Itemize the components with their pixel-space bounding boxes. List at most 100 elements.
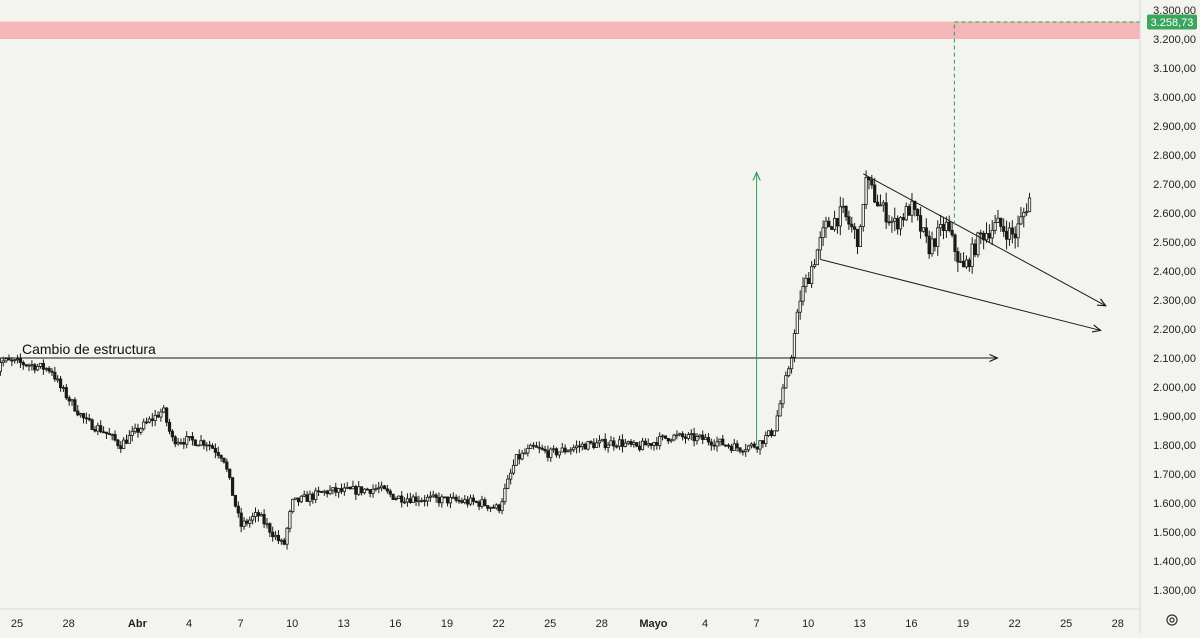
candle-body bbox=[675, 434, 679, 437]
candle-body bbox=[253, 512, 258, 517]
candle-body bbox=[53, 371, 57, 380]
candle-body bbox=[70, 399, 74, 402]
candle-body bbox=[96, 425, 100, 432]
candle-body bbox=[574, 445, 579, 449]
candle-body bbox=[692, 433, 696, 442]
price-tick-label: 1.500,00 bbox=[1153, 527, 1196, 539]
candle-body bbox=[795, 311, 799, 334]
candle-body bbox=[1007, 227, 1012, 240]
candle-body bbox=[930, 238, 934, 255]
candle-body bbox=[841, 205, 845, 208]
candle-body bbox=[870, 179, 874, 186]
time-axis[interactable]: 25 28 Abr 4 7 10 13 16 19 22 25 28 Mayo 4 7 10 13 16 19 22 2… bbox=[0, 0, 1178, 633]
candle-body bbox=[139, 428, 143, 433]
candle-body bbox=[279, 539, 283, 542]
candle-body bbox=[205, 444, 209, 447]
candle-body bbox=[741, 450, 745, 453]
candle-body bbox=[282, 539, 286, 545]
gear-icon[interactable] bbox=[1166, 614, 1178, 626]
candle-body bbox=[506, 478, 510, 489]
candle-body bbox=[99, 425, 103, 433]
candle-body bbox=[718, 438, 722, 443]
candle-body bbox=[159, 411, 163, 418]
price-tick-label: 3.100,00 bbox=[1153, 63, 1196, 75]
price-tick-label: 1.300,00 bbox=[1153, 585, 1196, 597]
candle-body bbox=[208, 444, 212, 447]
time-tick-label: 13 bbox=[338, 618, 350, 630]
candle-body bbox=[41, 362, 45, 370]
price-tick-label: 2.300,00 bbox=[1153, 295, 1196, 307]
candle-body bbox=[572, 447, 576, 451]
candle-body bbox=[921, 227, 926, 232]
candle-body bbox=[477, 501, 481, 507]
candle-body bbox=[781, 387, 785, 405]
candle-body bbox=[440, 496, 444, 504]
candle-body bbox=[133, 427, 137, 432]
candle-body bbox=[540, 447, 544, 450]
candle-body bbox=[503, 487, 507, 503]
candle-body bbox=[296, 497, 301, 503]
candle-body bbox=[827, 220, 831, 228]
candle-body bbox=[334, 487, 338, 493]
candle-body bbox=[815, 249, 819, 266]
candle-body bbox=[79, 413, 83, 416]
candle-body bbox=[0, 362, 2, 372]
candle-body bbox=[119, 445, 123, 450]
candle-body bbox=[116, 439, 120, 447]
price-axis[interactable]: 1.300,00 1.400,00 1.500,00 1.600,00 1.700,00… bbox=[1140, 0, 1200, 633]
candle-body bbox=[122, 439, 126, 450]
candle-body bbox=[784, 375, 788, 389]
candle-body bbox=[494, 504, 498, 509]
candle-body bbox=[1010, 227, 1014, 235]
candle-body bbox=[589, 441, 593, 444]
candle-body bbox=[520, 452, 524, 460]
candle-body bbox=[916, 209, 920, 216]
candle-body bbox=[993, 222, 997, 231]
drawings-layer[interactable]: Cambio de estructura bbox=[0, 21, 1140, 445]
candle-body bbox=[294, 497, 298, 500]
candle-body bbox=[93, 429, 97, 432]
candle-body bbox=[182, 442, 186, 445]
candle-body bbox=[408, 498, 412, 503]
candle-body bbox=[678, 433, 682, 436]
candle-body bbox=[672, 434, 676, 441]
candle-body bbox=[391, 493, 395, 500]
candle-body bbox=[835, 218, 840, 227]
candle-body bbox=[193, 439, 197, 446]
candle-body bbox=[291, 498, 295, 513]
candle-body bbox=[612, 440, 616, 447]
time-tick-label: 28 bbox=[62, 618, 74, 630]
candle-body bbox=[669, 439, 673, 442]
candle-body bbox=[580, 443, 584, 448]
candle-body bbox=[170, 430, 174, 438]
wedge-lower-line[interactable] bbox=[820, 258, 1100, 330]
candle-body bbox=[600, 438, 604, 442]
candle-body bbox=[276, 534, 281, 542]
candle-body bbox=[838, 206, 842, 227]
candle-body bbox=[147, 418, 152, 423]
candle-body bbox=[973, 243, 977, 256]
candle-body bbox=[268, 523, 272, 533]
candle-body bbox=[769, 430, 774, 436]
candle-body bbox=[434, 494, 438, 498]
candle-body bbox=[681, 433, 685, 438]
candle-body bbox=[225, 461, 229, 470]
candle-body bbox=[273, 534, 278, 538]
candle-body bbox=[787, 368, 791, 377]
candle-body bbox=[156, 414, 160, 418]
wedge-upper-line[interactable] bbox=[863, 173, 1106, 306]
current-price-badge[interactable] bbox=[1147, 14, 1197, 30]
candle-body bbox=[956, 251, 960, 263]
candle-body bbox=[910, 200, 914, 216]
candle-body bbox=[907, 206, 911, 216]
candle-body bbox=[1004, 231, 1009, 240]
annotation-label[interactable]: Cambio de estructura bbox=[22, 341, 156, 357]
price-tick-label: 2.500,00 bbox=[1153, 237, 1196, 249]
candle-body bbox=[666, 437, 670, 442]
candle-body bbox=[471, 497, 475, 502]
candle-body bbox=[371, 488, 375, 494]
candle-body bbox=[543, 448, 547, 452]
candle-body bbox=[216, 451, 220, 456]
